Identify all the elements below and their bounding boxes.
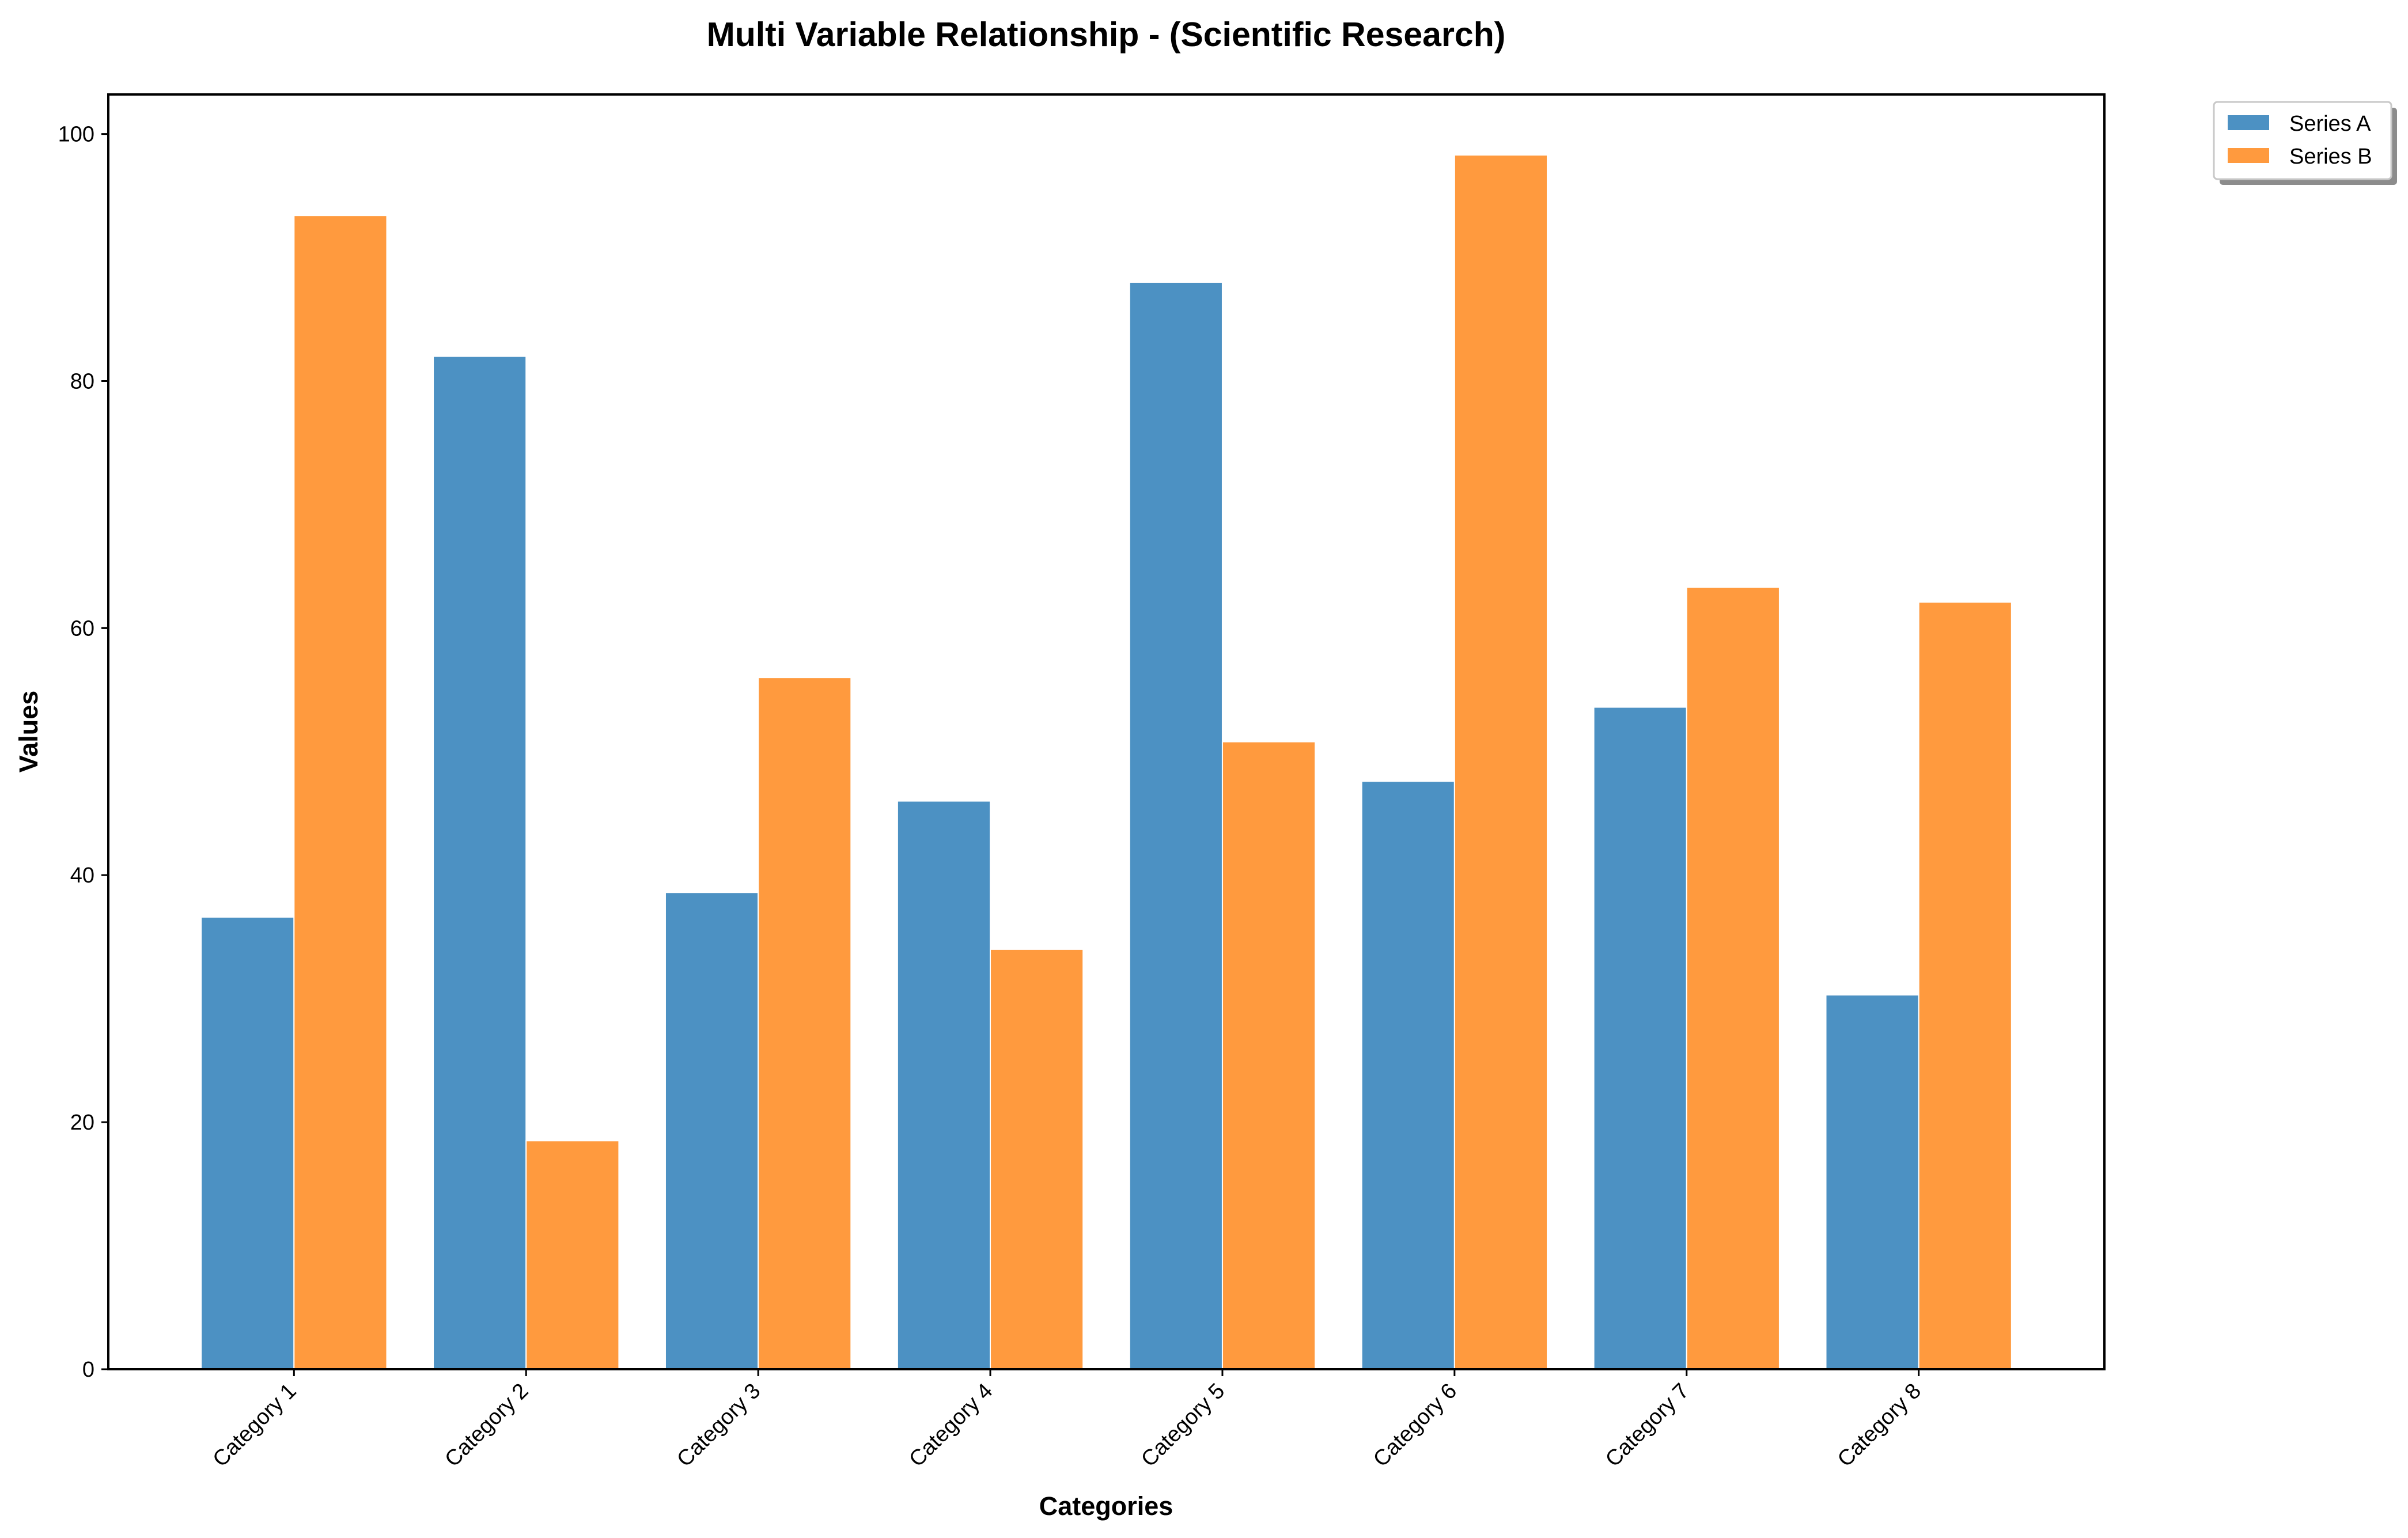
bar-series-a-2 bbox=[433, 355, 527, 1370]
x-tick-label: Category 4 bbox=[904, 1379, 997, 1472]
bar-series-b-3 bbox=[758, 677, 852, 1370]
bar-series-a-8 bbox=[1825, 994, 1919, 1370]
plot-frame bbox=[107, 93, 2106, 1370]
legend-swatch-series-a bbox=[2228, 115, 2269, 130]
legend-label-series-b: Series B bbox=[2289, 145, 2372, 169]
bar-series-b-8 bbox=[1918, 601, 2012, 1370]
bar-series-a-5 bbox=[1129, 281, 1223, 1370]
bar-series-a-6 bbox=[1361, 781, 1455, 1370]
x-tick-label: Category 3 bbox=[672, 1379, 765, 1472]
bar-series-b-6 bbox=[1453, 154, 1548, 1370]
x-axis: Category 1 Category 2 Category 3 Category 4… bbox=[209, 1369, 1926, 1472]
x-axis-label: Categories bbox=[1039, 1491, 1173, 1521]
bar-series-b-4 bbox=[990, 948, 1084, 1370]
legend: Series A Series B bbox=[2213, 101, 2397, 185]
legend-swatch-series-b bbox=[2228, 148, 2269, 163]
bar-series-b-5 bbox=[1221, 741, 1316, 1370]
legend-label-series-a: Series A bbox=[2289, 112, 2371, 136]
y-axis-label: Values bbox=[14, 691, 43, 773]
x-tick-label: Category 6 bbox=[1369, 1379, 1462, 1472]
x-tick-label: Category 1 bbox=[209, 1379, 301, 1472]
bar-series-a-4 bbox=[896, 800, 991, 1370]
bar-series-b-2 bbox=[525, 1140, 620, 1370]
y-tick-label: 40 bbox=[70, 863, 94, 888]
x-tick-label: Category 7 bbox=[1601, 1379, 1694, 1472]
y-tick-label: 80 bbox=[70, 369, 94, 393]
y-axis: 0 20 40 60 80 100 bbox=[58, 123, 108, 1382]
bar-series-a-1 bbox=[200, 916, 295, 1370]
bar-series-a-7 bbox=[1593, 706, 1687, 1370]
y-tick-label: 100 bbox=[58, 123, 94, 147]
x-tick-label: Category 2 bbox=[440, 1379, 533, 1472]
y-tick-label: 0 bbox=[82, 1358, 94, 1382]
bars-layer bbox=[200, 154, 2012, 1370]
x-tick-label: Category 8 bbox=[1833, 1379, 1926, 1472]
bar-series-b-1 bbox=[293, 215, 388, 1370]
y-tick-label: 60 bbox=[70, 616, 94, 641]
chart-title: Multi Variable Relationship - (Scientifi… bbox=[707, 16, 1506, 54]
y-tick-label: 20 bbox=[70, 1111, 94, 1135]
x-tick-label: Category 5 bbox=[1137, 1379, 1229, 1472]
bar-series-b-7 bbox=[1686, 586, 1780, 1370]
bar-series-a-3 bbox=[664, 892, 759, 1370]
